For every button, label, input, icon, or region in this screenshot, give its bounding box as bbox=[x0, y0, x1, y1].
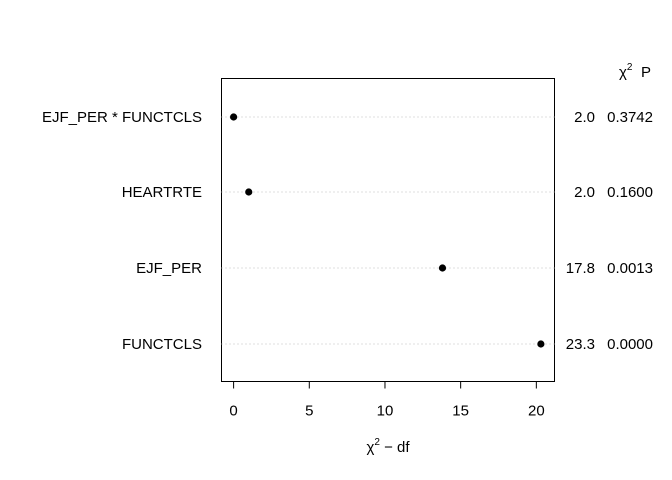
row-label: FUNCTCLS bbox=[122, 336, 202, 353]
header-chi2: χ2 bbox=[619, 62, 633, 81]
row-label: EJF_PER * FUNCTCLS bbox=[42, 109, 202, 126]
x-tick-label: 0 bbox=[229, 403, 237, 420]
p-value: 0.0000 bbox=[607, 336, 653, 353]
p-value: 0.1600 bbox=[607, 184, 653, 201]
chi2-value: 23.3 bbox=[566, 336, 595, 353]
p-value: 0.0013 bbox=[607, 260, 653, 277]
p-value: 0.3742 bbox=[607, 109, 653, 126]
data-point bbox=[245, 188, 253, 196]
x-tick-label: 20 bbox=[528, 403, 545, 420]
data-point bbox=[537, 340, 545, 348]
chi2-value: 17.8 bbox=[566, 260, 595, 277]
x-tick-label: 10 bbox=[377, 403, 394, 420]
header-p: P bbox=[641, 64, 651, 81]
chi2-value: 2.0 bbox=[574, 184, 595, 201]
chi2-value: 2.0 bbox=[574, 109, 595, 126]
row-label: HEARTRTE bbox=[122, 184, 202, 201]
data-point bbox=[438, 264, 447, 272]
x-axis-label: χ2 − df bbox=[366, 437, 410, 456]
x-tick-label: 5 bbox=[305, 403, 313, 420]
plot-frame bbox=[221, 78, 555, 382]
rows-group: EJF_PER * FUNCTCLS 2.0 0.3742 HEARTRTE 2.0 0.… bbox=[42, 109, 653, 353]
row-label: EJF_PER bbox=[136, 260, 202, 277]
x-tick-label: 15 bbox=[452, 403, 469, 420]
x-axis: 0 5 10 15 20 bbox=[229, 381, 545, 420]
data-point bbox=[230, 113, 238, 121]
